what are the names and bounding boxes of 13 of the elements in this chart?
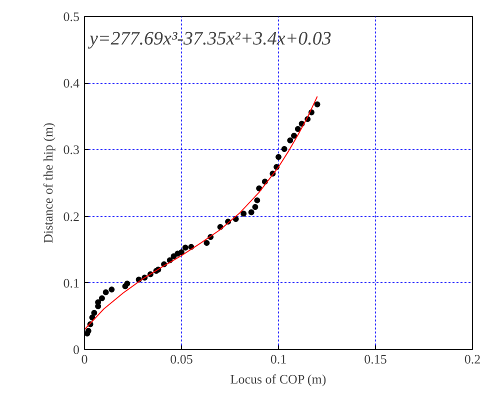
y-tick-label: 0.1 (63, 275, 80, 290)
y-tick-label: 0.5 (63, 9, 80, 24)
y-axis-title: Distance of the hip (m) (40, 122, 56, 244)
x-tick-label: 0.2 (464, 352, 481, 366)
x-tick-label: 0.1 (270, 352, 287, 366)
y-tick-label: 0.2 (63, 208, 80, 224)
x-tick-label: 0.05 (170, 352, 193, 366)
x-tick-label: 0.15 (364, 352, 387, 366)
y-tick-label: 0 (73, 342, 80, 357)
y-tick-label: 0.3 (63, 142, 80, 158)
y-tick-label: 0.4 (63, 76, 80, 91)
annotation: y=277.69x³-37.35x²+3.4x+0.03 (88, 28, 332, 50)
x-axis-title: Locus of COP (m) (230, 372, 326, 386)
